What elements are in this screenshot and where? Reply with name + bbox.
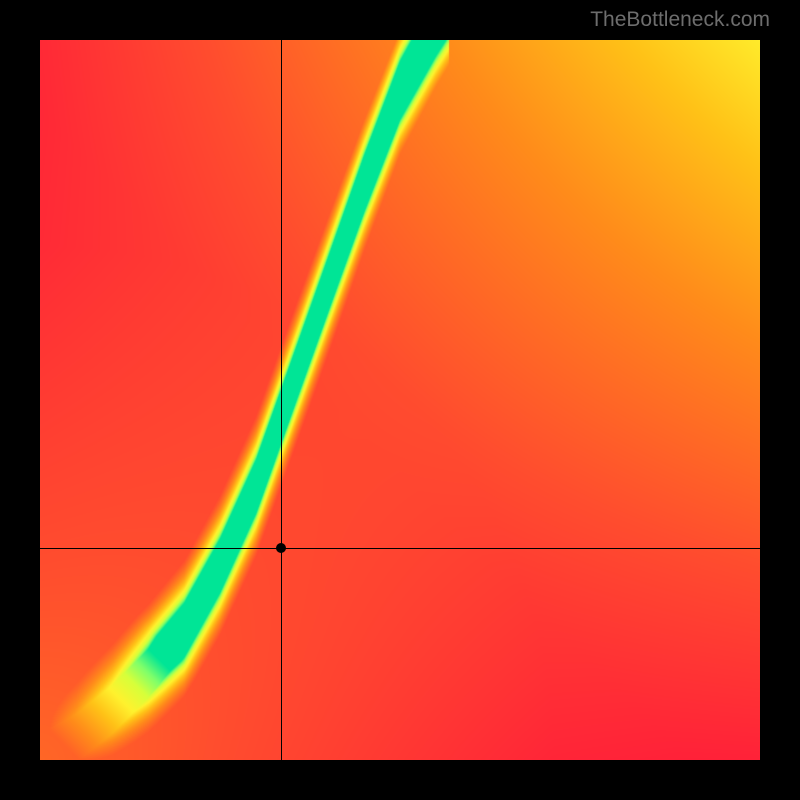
plot-area bbox=[40, 40, 760, 760]
crosshair-horizontal bbox=[40, 548, 760, 549]
marker-dot bbox=[276, 543, 286, 553]
crosshair-vertical bbox=[281, 40, 282, 760]
heatmap-canvas bbox=[40, 40, 760, 760]
watermark-text: TheBottleneck.com bbox=[590, 8, 770, 32]
